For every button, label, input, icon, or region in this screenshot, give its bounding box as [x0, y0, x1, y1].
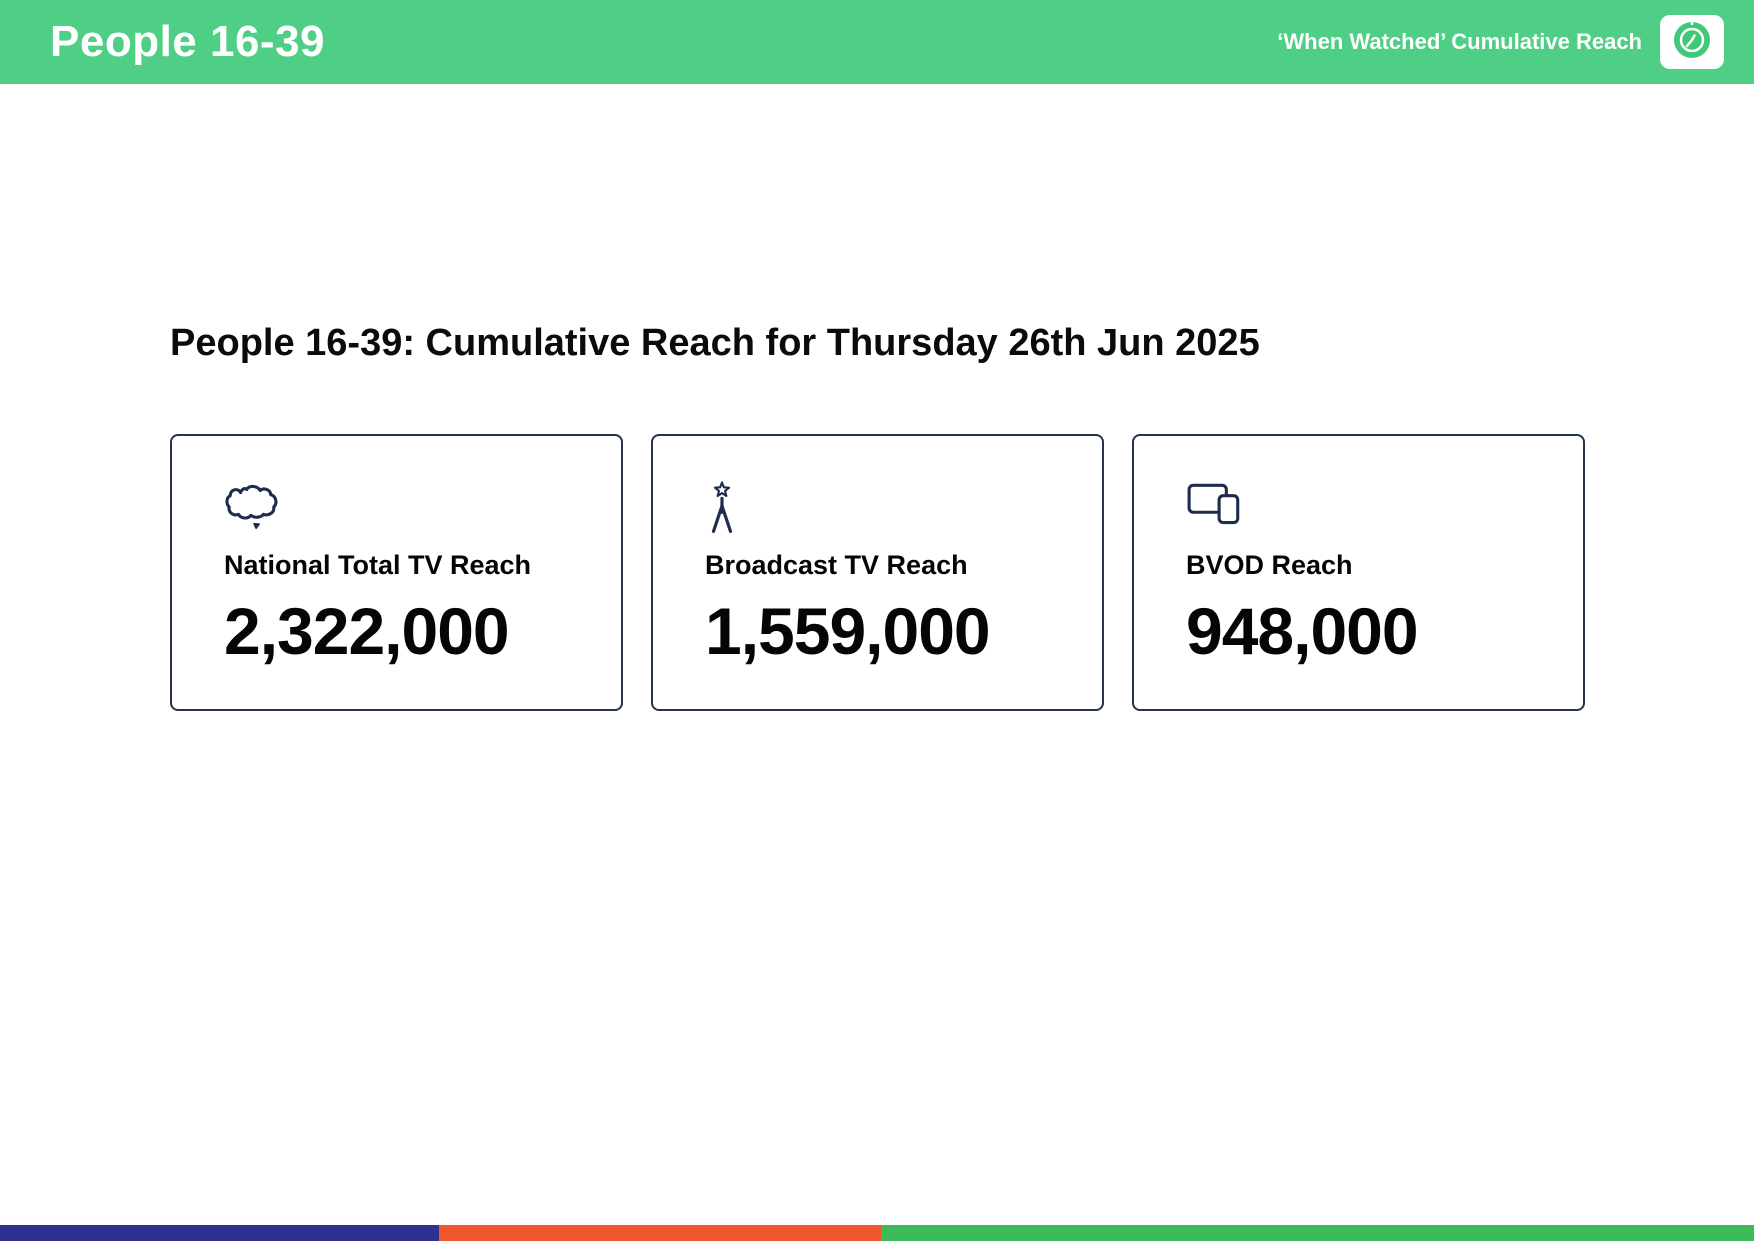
stripe-segment-blue — [0, 1225, 439, 1241]
metric-label: BVOD Reach — [1186, 550, 1353, 580]
report-title: People 16-39: Cumulative Reach for Thurs… — [170, 322, 1260, 364]
metric-card-national-total-tv: National Total TV Reach 2,322,000 — [170, 434, 623, 711]
devices-icon — [1186, 480, 1563, 538]
metric-card-bvod: BVOD Reach 948,000 — [1132, 434, 1585, 711]
stripe-segment-green — [880, 1225, 1754, 1241]
top-bar: People 16-39 ‘When Watched’ Cumulative R… — [0, 0, 1754, 84]
header-right-group: ‘When Watched’ Cumulative Reach — [1277, 15, 1724, 69]
header-subtitle: ‘When Watched’ Cumulative Reach — [1277, 29, 1642, 54]
metric-value: 1,559,000 — [705, 594, 991, 668]
metric-value: 948,000 — [1186, 594, 1419, 668]
stripe-segment-orange — [438, 1225, 881, 1241]
metric-card-broadcast-tv: Broadcast TV Reach 1,559,000 — [651, 434, 1104, 711]
metric-cards: National Total TV Reach 2,322,000 Broadc… — [170, 434, 1585, 711]
clock-icon — [1670, 18, 1714, 67]
footer-stripe — [0, 1225, 1754, 1241]
australia-map-icon — [224, 480, 601, 538]
clock-logo — [1660, 15, 1724, 69]
broadcast-tower-icon — [705, 480, 1082, 538]
page-title: People 16-39 — [50, 17, 326, 66]
metric-label: Broadcast TV Reach — [705, 550, 968, 580]
metric-label: National Total TV Reach — [224, 550, 532, 580]
metric-value: 2,322,000 — [224, 594, 510, 668]
